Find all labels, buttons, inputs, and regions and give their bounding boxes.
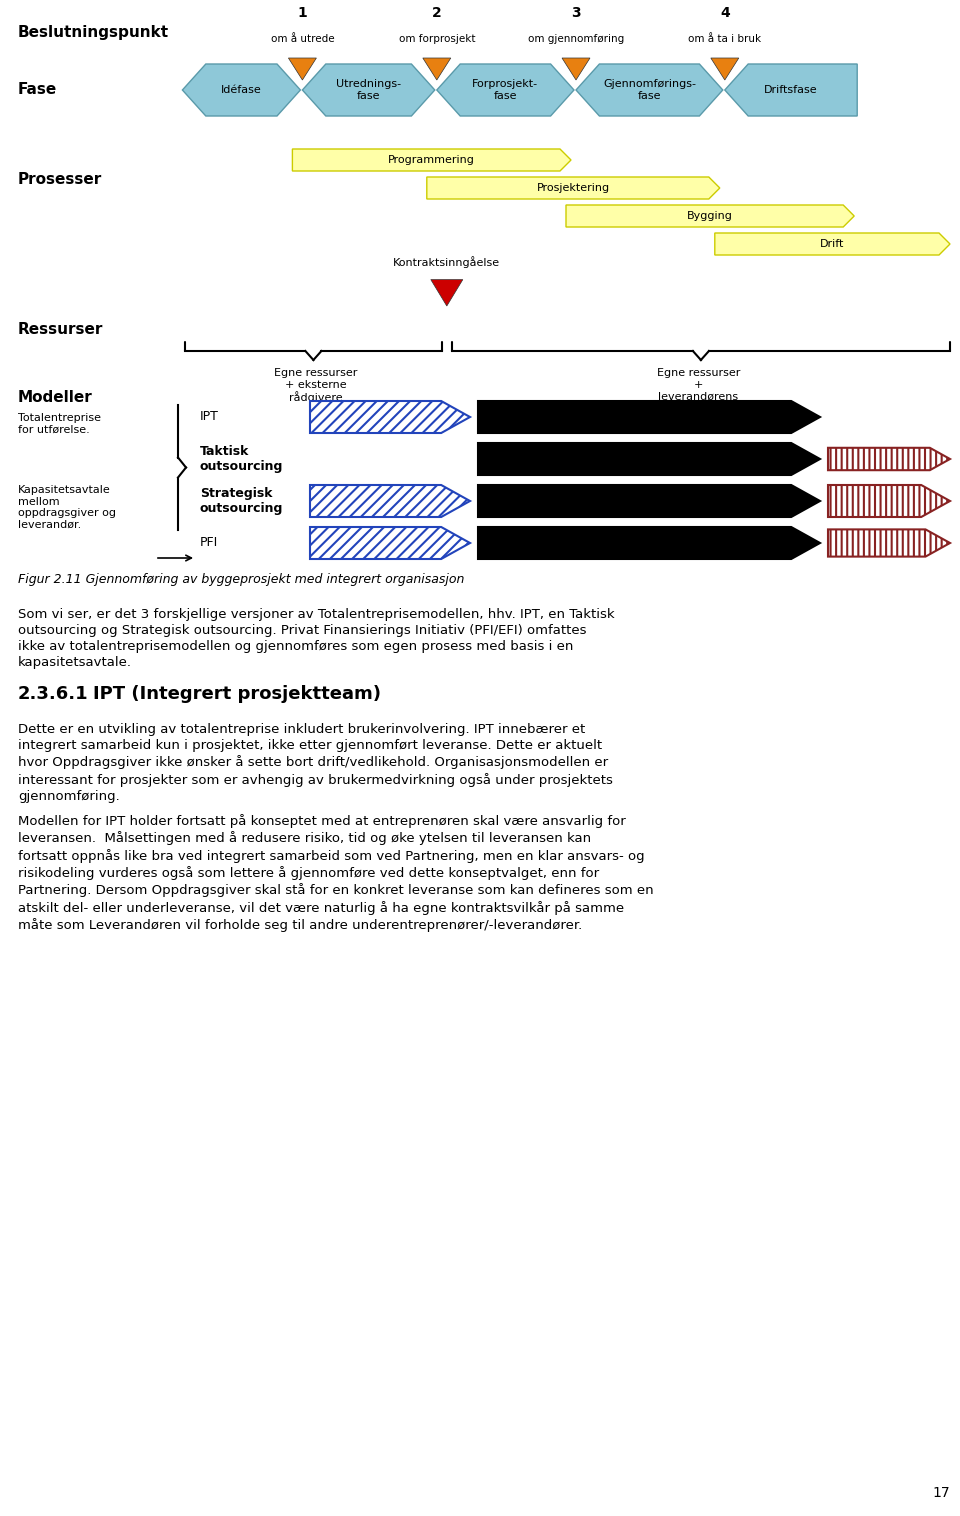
Text: Totalentreprise
for utførelse.: Totalentreprise for utførelse.: [18, 412, 101, 435]
Text: om å utrede: om å utrede: [271, 33, 334, 44]
Polygon shape: [310, 402, 470, 434]
Text: Som vi ser, er det 3 forskjellige versjoner av Totalentreprisemodellen, hhv. IPT: Som vi ser, er det 3 forskjellige versjo…: [18, 608, 614, 669]
Polygon shape: [437, 64, 574, 117]
Text: IPT (Integrert prosjektteam): IPT (Integrert prosjektteam): [93, 685, 381, 703]
Text: 2.3.6.1: 2.3.6.1: [18, 685, 88, 703]
Polygon shape: [828, 447, 950, 470]
Polygon shape: [310, 485, 470, 517]
Text: om å ta i bruk: om å ta i bruk: [688, 33, 761, 44]
Text: Utrednings-
fase: Utrednings- fase: [336, 79, 401, 100]
Text: Idéfase: Idéfase: [221, 85, 262, 96]
Text: Driftsfase: Driftsfase: [764, 85, 818, 96]
Text: Taktisk
outsourcing: Taktisk outsourcing: [200, 446, 283, 473]
Text: Drift: Drift: [820, 240, 845, 249]
Text: 4: 4: [720, 6, 730, 20]
Text: om forprosjekt: om forprosjekt: [398, 33, 475, 44]
Text: Strategisk
outsourcing: Strategisk outsourcing: [200, 487, 283, 515]
Polygon shape: [576, 64, 723, 117]
Text: 2: 2: [432, 6, 442, 20]
Polygon shape: [427, 177, 720, 199]
Text: PFI: PFI: [200, 537, 218, 549]
Text: Fase: Fase: [18, 82, 58, 97]
Text: IPT: IPT: [200, 411, 219, 423]
Text: Prosesser: Prosesser: [18, 173, 103, 188]
Text: Forprosjekt-
fase: Forprosjekt- fase: [472, 79, 539, 100]
Text: Modellen for IPT holder fortsatt på konseptet med at entreprenøren skal være ans: Modellen for IPT holder fortsatt på kons…: [18, 814, 654, 932]
Polygon shape: [478, 443, 820, 475]
Text: 3: 3: [571, 6, 581, 20]
Polygon shape: [828, 529, 950, 556]
Text: 1: 1: [298, 6, 307, 20]
Polygon shape: [431, 279, 463, 306]
Text: Kontraktsinngåelse: Kontraktsinngåelse: [394, 256, 500, 268]
Text: Gjennomførings-
fase: Gjennomførings- fase: [603, 79, 696, 100]
Text: Programmering: Programmering: [388, 155, 475, 165]
Text: Beslutningspunkt: Beslutningspunkt: [18, 24, 169, 39]
Polygon shape: [828, 485, 950, 517]
Text: 17: 17: [932, 1486, 950, 1499]
Polygon shape: [302, 64, 435, 117]
Polygon shape: [422, 58, 451, 80]
Text: Ressurser: Ressurser: [18, 323, 104, 338]
Text: Prosjektering: Prosjektering: [537, 183, 610, 193]
Text: Kapasitetsavtale
mellom
oppdragsgiver og
leverandør.: Kapasitetsavtale mellom oppdragsgiver og…: [18, 485, 116, 529]
Text: om gjennomføring: om gjennomføring: [528, 33, 624, 44]
Polygon shape: [715, 233, 950, 255]
Polygon shape: [288, 58, 317, 80]
Polygon shape: [562, 58, 590, 80]
Polygon shape: [566, 205, 854, 227]
Polygon shape: [478, 485, 820, 517]
Text: Egne ressurser
+
leverandørens
ressurser: Egne ressurser + leverandørens ressurser: [657, 368, 740, 412]
Text: Bygging: Bygging: [687, 211, 733, 221]
Text: Figur 2.11 Gjennomføring av byggeprosjekt med integrert organisasjon: Figur 2.11 Gjennomføring av byggeprosjek…: [18, 573, 465, 587]
Polygon shape: [725, 64, 857, 117]
Text: Egne ressurser
+ eksterne
rådgivere: Egne ressurser + eksterne rådgivere: [275, 368, 357, 403]
Polygon shape: [293, 149, 571, 171]
Text: Modeller: Modeller: [18, 390, 93, 405]
Polygon shape: [478, 528, 820, 559]
Polygon shape: [310, 528, 470, 559]
Polygon shape: [710, 58, 739, 80]
Polygon shape: [478, 402, 820, 434]
Text: Dette er en utvikling av totalentreprise inkludert brukerinvolvering. IPT innebæ: Dette er en utvikling av totalentreprise…: [18, 723, 612, 802]
Polygon shape: [182, 64, 300, 117]
